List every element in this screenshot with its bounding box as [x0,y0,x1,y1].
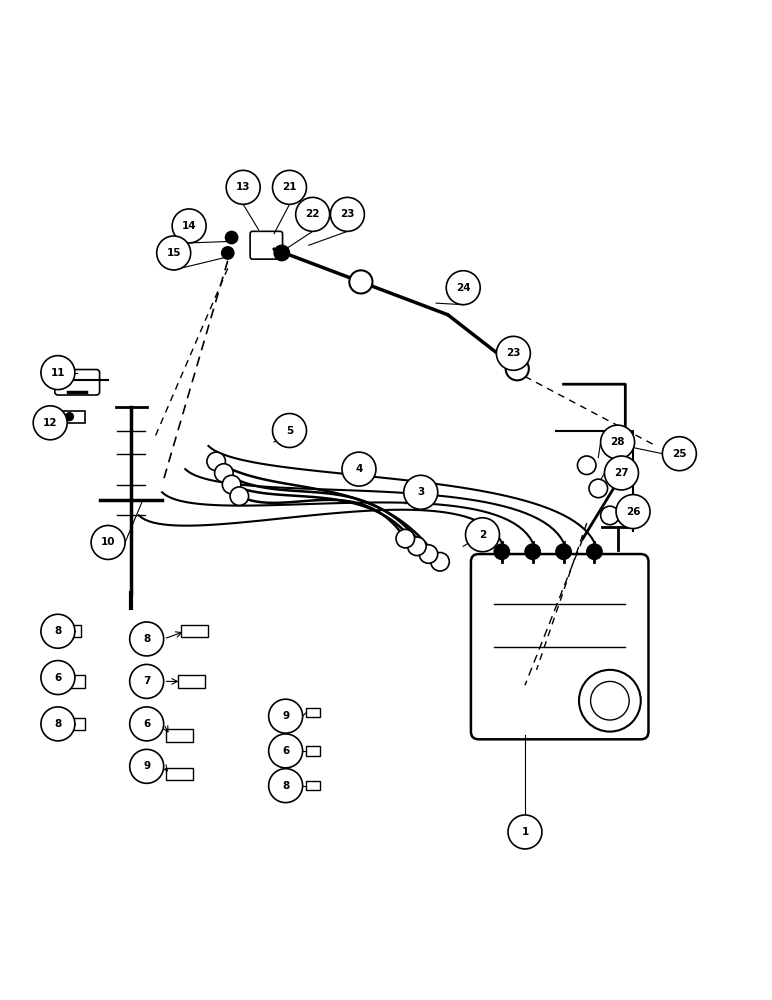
Bar [306,781,320,790]
Circle shape [431,552,449,571]
Text: 23: 23 [340,209,354,219]
Circle shape [226,170,260,204]
Text: 1: 1 [521,827,529,837]
Bar [66,625,81,637]
Bar [178,675,205,688]
Text: 9: 9 [143,761,151,771]
Text: 2: 2 [479,530,486,540]
Circle shape [230,487,249,505]
Circle shape [273,170,306,204]
Text: 13: 13 [236,182,250,192]
Circle shape [589,479,608,498]
Text: 8: 8 [143,634,151,644]
Circle shape [130,622,164,656]
Bar [166,768,193,780]
Text: 12: 12 [43,418,57,428]
Circle shape [506,357,529,380]
Circle shape [273,414,306,448]
Circle shape [587,544,602,559]
Circle shape [130,707,164,741]
Bar [306,746,320,756]
Circle shape [269,734,303,768]
Text: 8: 8 [54,626,62,636]
Circle shape [349,270,372,293]
Text: 3: 3 [417,487,425,497]
Circle shape [222,475,241,494]
Circle shape [33,406,67,440]
Circle shape [330,197,364,231]
Circle shape [342,452,376,486]
Bar [69,718,85,730]
Circle shape [466,518,499,552]
Text: 11: 11 [51,368,65,378]
Text: 23: 23 [506,348,520,358]
Circle shape [419,545,438,563]
Circle shape [408,537,426,556]
Text: 6: 6 [54,673,62,683]
Bar [69,675,85,688]
Bar [166,729,193,742]
Circle shape [225,231,238,244]
Bar [54,411,85,423]
Circle shape [41,661,75,695]
Circle shape [130,749,164,783]
Circle shape [215,464,233,482]
Circle shape [269,699,303,733]
Text: 10: 10 [101,537,115,547]
Circle shape [130,664,164,698]
Bar [306,708,320,717]
Circle shape [496,336,530,370]
Circle shape [601,425,635,459]
Circle shape [65,412,74,421]
Text: 27: 27 [615,468,628,478]
Circle shape [525,544,540,559]
Circle shape [274,245,290,261]
Text: 15: 15 [167,248,181,258]
Circle shape [157,236,191,270]
Bar [181,625,208,637]
Text: 21: 21 [283,182,296,192]
Text: 28: 28 [611,437,625,447]
Circle shape [601,506,619,525]
Circle shape [91,525,125,559]
Text: 8: 8 [54,719,62,729]
Text: 14: 14 [182,221,196,231]
Circle shape [41,614,75,648]
Circle shape [41,356,75,390]
Circle shape [296,197,330,231]
Circle shape [207,452,225,471]
Circle shape [269,769,303,803]
Circle shape [662,437,696,471]
Circle shape [508,815,542,849]
Text: 26: 26 [626,507,640,517]
Circle shape [494,544,510,559]
Text: 4: 4 [355,464,363,474]
Text: 22: 22 [306,209,320,219]
Circle shape [577,456,596,475]
Circle shape [396,529,415,548]
Circle shape [446,271,480,305]
Text: 6: 6 [143,719,151,729]
Text: 6: 6 [282,746,290,756]
Text: 7: 7 [143,676,151,686]
Text: 9: 9 [282,711,290,721]
Text: 25: 25 [672,449,686,459]
Text: 24: 24 [456,283,470,293]
Circle shape [404,475,438,509]
Circle shape [604,456,638,490]
Circle shape [222,247,234,259]
Text: 5: 5 [286,426,293,436]
Circle shape [172,209,206,243]
Circle shape [616,495,650,529]
Circle shape [41,707,75,741]
Text: 8: 8 [282,781,290,791]
Circle shape [556,544,571,559]
